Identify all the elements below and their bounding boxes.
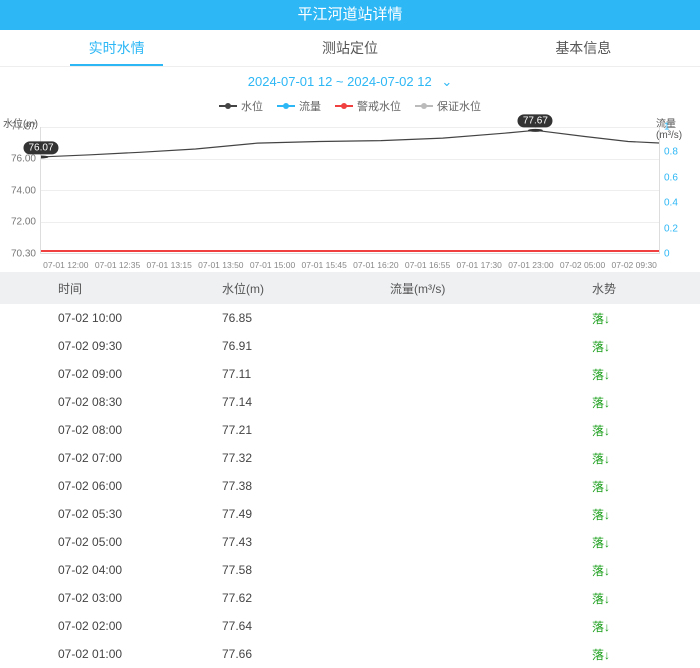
cell-time: 07-02 08:30 bbox=[0, 395, 182, 409]
table-body: 07-02 10:0076.85落↓07-02 09:3076.91落↓07-0… bbox=[0, 304, 700, 668]
cell-time: 07-02 01:00 bbox=[0, 647, 182, 661]
table-row[interactable]: 07-02 05:3077.49 落↓ bbox=[0, 500, 700, 528]
cell-level: 76.91 bbox=[182, 339, 350, 353]
col-level: 水位(m) bbox=[182, 280, 350, 297]
tab-realtime[interactable]: 实时水情 bbox=[0, 30, 233, 66]
table-row[interactable]: 07-02 07:0077.32 落↓ bbox=[0, 444, 700, 472]
table-row[interactable]: 07-02 08:3077.14 落↓ bbox=[0, 388, 700, 416]
cell-trend: 落↓ bbox=[532, 618, 700, 635]
legend-item[interactable]: 水位 bbox=[219, 98, 263, 114]
y-left-axis: 水位(m)77.8776.0074.0072.0070.30 bbox=[2, 117, 38, 254]
table-row[interactable]: 07-02 02:0077.64 落↓ bbox=[0, 612, 700, 640]
cell-level: 77.11 bbox=[182, 367, 350, 381]
daterange-picker[interactable]: 2024-07-01 12 ~ 2024-07-02 12 ⌄ bbox=[0, 67, 700, 97]
cell-trend: 落↓ bbox=[532, 646, 700, 663]
x-axis-ticks: 07-01 12:0007-01 12:3507-01 13:1507-01 1… bbox=[40, 260, 660, 270]
cell-trend: 落↓ bbox=[532, 478, 700, 495]
table-row[interactable]: 07-02 09:3076.91 落↓ bbox=[0, 332, 700, 360]
col-flow: 流量(m³/s) bbox=[350, 280, 532, 297]
table-row[interactable]: 07-02 05:0077.43 落↓ bbox=[0, 528, 700, 556]
cell-level: 77.21 bbox=[182, 423, 350, 437]
cell-level: 77.43 bbox=[182, 535, 350, 549]
cell-time: 07-02 05:30 bbox=[0, 507, 182, 521]
cell-trend: 落↓ bbox=[532, 310, 700, 327]
chart: 水位(m)77.8776.0074.0072.0070.30 流量(m³/s)1… bbox=[0, 117, 700, 272]
cell-level: 77.64 bbox=[182, 619, 350, 633]
cell-level: 77.58 bbox=[182, 563, 350, 577]
cell-time: 07-02 09:30 bbox=[0, 339, 182, 353]
table-row[interactable]: 07-02 06:0077.38 落↓ bbox=[0, 472, 700, 500]
warning-line bbox=[41, 250, 659, 252]
cell-time: 07-02 07:00 bbox=[0, 451, 182, 465]
chart-legend: 水位流量警戒水位保证水位 bbox=[0, 97, 700, 115]
table-row[interactable]: 07-02 08:0077.21 落↓ bbox=[0, 416, 700, 444]
cell-level: 77.62 bbox=[182, 591, 350, 605]
cell-trend: 落↓ bbox=[532, 534, 700, 551]
cell-time: 07-02 03:00 bbox=[0, 591, 182, 605]
legend-item[interactable]: 保证水位 bbox=[415, 98, 481, 114]
cell-trend: 落↓ bbox=[532, 338, 700, 355]
col-time: 时间 bbox=[0, 280, 182, 297]
cell-time: 07-02 10:00 bbox=[0, 311, 182, 325]
legend-item[interactable]: 警戒水位 bbox=[335, 98, 401, 114]
chart-plot: 76.0777.67 bbox=[40, 127, 660, 254]
table-row[interactable]: 07-02 09:0077.11 落↓ bbox=[0, 360, 700, 388]
cell-level: 77.66 bbox=[182, 647, 350, 661]
tab-info[interactable]: 基本信息 bbox=[467, 30, 700, 66]
cell-trend: 落↓ bbox=[532, 590, 700, 607]
cell-level: 77.14 bbox=[182, 395, 350, 409]
cell-time: 07-02 09:00 bbox=[0, 367, 182, 381]
daterange-text: 2024-07-01 12 ~ 2024-07-02 12 bbox=[248, 74, 432, 89]
cell-time: 07-02 05:00 bbox=[0, 535, 182, 549]
cell-time: 07-02 04:00 bbox=[0, 563, 182, 577]
cell-level: 77.49 bbox=[182, 507, 350, 521]
chart-marker: 76.07 bbox=[23, 141, 58, 154]
table-row[interactable]: 07-02 04:0077.58 落↓ bbox=[0, 556, 700, 584]
cell-time: 07-02 06:00 bbox=[0, 479, 182, 493]
chart-marker: 77.67 bbox=[518, 115, 553, 128]
cell-trend: 落↓ bbox=[532, 366, 700, 383]
cell-trend: 落↓ bbox=[532, 394, 700, 411]
cell-time: 07-02 08:00 bbox=[0, 423, 182, 437]
tab-location[interactable]: 测站定位 bbox=[233, 30, 466, 66]
table-row[interactable]: 07-02 03:0077.62 落↓ bbox=[0, 584, 700, 612]
y-right-axis: 流量(m³/s)10.80.60.40.20 bbox=[662, 117, 698, 254]
cell-trend: 落↓ bbox=[532, 450, 700, 467]
col-trend: 水势 bbox=[532, 280, 700, 297]
cell-trend: 落↓ bbox=[532, 562, 700, 579]
chevron-down-icon: ⌄ bbox=[441, 67, 452, 97]
table-row[interactable]: 07-02 01:0077.66 落↓ bbox=[0, 640, 700, 668]
cell-trend: 落↓ bbox=[532, 422, 700, 439]
cell-level: 77.32 bbox=[182, 451, 350, 465]
cell-level: 76.85 bbox=[182, 311, 350, 325]
tabs: 实时水情 测站定位 基本信息 bbox=[0, 30, 700, 67]
legend-item[interactable]: 流量 bbox=[277, 98, 321, 114]
table-row[interactable]: 07-02 10:0076.85 落↓ bbox=[0, 304, 700, 332]
cell-time: 07-02 02:00 bbox=[0, 619, 182, 633]
cell-level: 77.38 bbox=[182, 479, 350, 493]
cell-trend: 落↓ bbox=[532, 506, 700, 523]
table-header: 时间 水位(m) 流量(m³/s) 水势 bbox=[0, 272, 700, 304]
page-title: 平江河道站详情 bbox=[0, 0, 700, 30]
